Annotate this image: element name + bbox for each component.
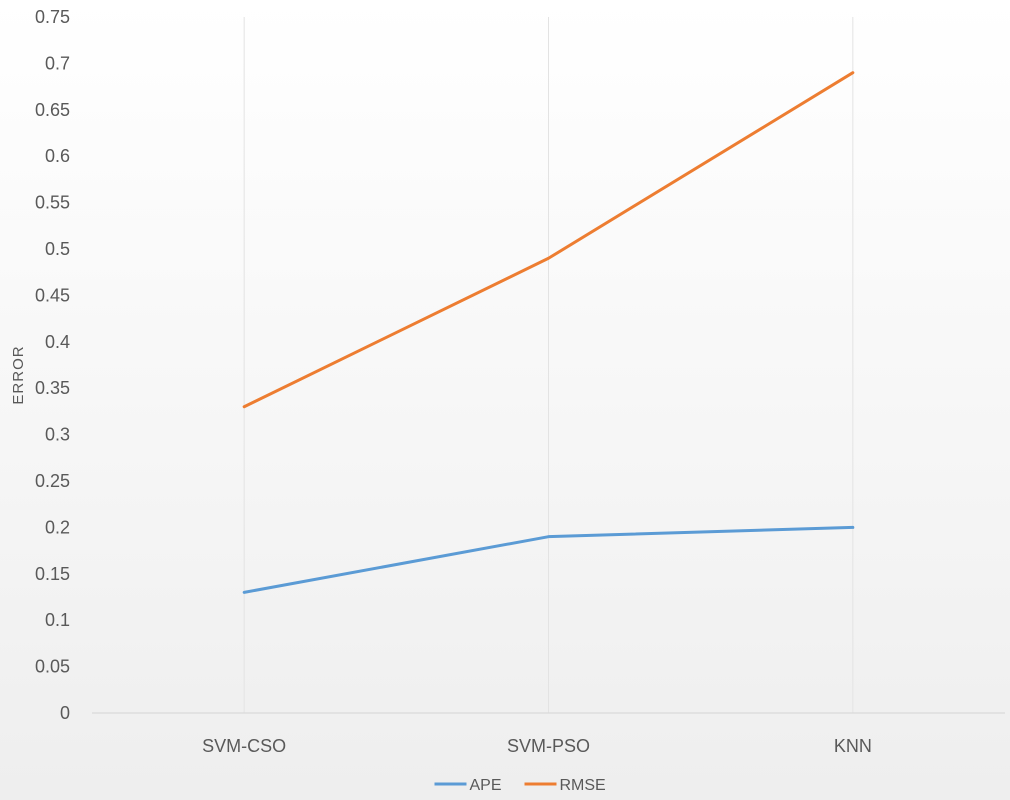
series-lines — [242, 71, 855, 594]
y-tick-label: 0.3 — [45, 425, 70, 445]
y-tick-label: 0.5 — [45, 239, 70, 259]
y-tick-label: 0.2 — [45, 517, 70, 537]
legend-item-rmse: RMSE — [524, 777, 606, 794]
y-tick-label: 0.75 — [35, 7, 70, 27]
y-tick-label: 0.1 — [45, 610, 70, 630]
y-tick-label: 0.4 — [45, 332, 70, 352]
gridlines — [243, 17, 854, 713]
legend-label: APE — [470, 777, 502, 794]
x-tick-label: KNN — [834, 736, 872, 756]
y-tick-label: 0.35 — [35, 378, 70, 398]
y-tick-label: 0.45 — [35, 285, 70, 305]
legend-label: RMSE — [560, 777, 606, 794]
legend-item-ape: APE — [434, 777, 502, 794]
legend: APE RMSE — [434, 777, 606, 794]
axes: 0 0.05 0.1 0.15 0.2 0.25 0.3 0.35 0.4 0.45 0.5 0.55… — [10, 7, 1005, 756]
y-tick-label: 0.05 — [35, 657, 70, 677]
y-tick-label: 0.65 — [35, 100, 70, 120]
x-tick-label: SVM-PSO — [507, 736, 590, 756]
y-tick-label: 0.7 — [45, 53, 70, 73]
x-tick-label: SVM-CSO — [202, 736, 286, 756]
y-tick-label: 0.15 — [35, 564, 70, 584]
y-tick-label: 0.55 — [35, 193, 70, 213]
y-axis-title: ERROR — [10, 345, 27, 404]
y-tick-label: 0 — [60, 703, 70, 723]
y-tick-label: 0.25 — [35, 471, 70, 491]
y-tick-label: 0.6 — [45, 146, 70, 166]
